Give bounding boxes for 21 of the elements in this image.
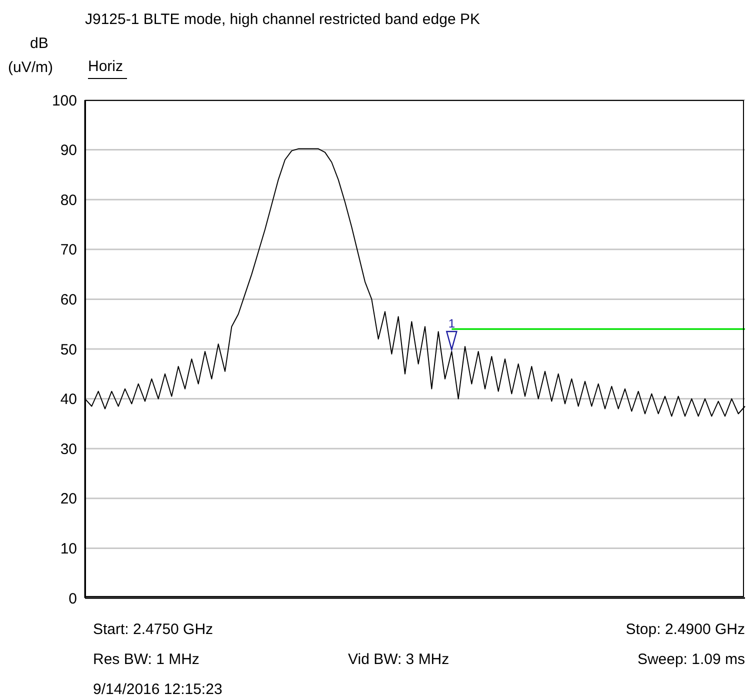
annotation: 1 xyxy=(448,316,456,330)
y-tick-label: 60 xyxy=(60,292,77,309)
y-tick-label: 20 xyxy=(60,490,77,508)
text: Sweep: 1.09 ms xyxy=(637,650,745,670)
y-tick-label: 80 xyxy=(60,192,77,209)
y-tick-label: 30 xyxy=(60,440,77,458)
chart-title: J9125-1 BLTE mode, high channel restricted band edge PK xyxy=(85,10,481,30)
text: 9/14/2016 12:15:23 xyxy=(93,680,222,695)
text: Stop: 2.4900 GHz xyxy=(626,620,745,640)
text: Start: 2.4750 GHz xyxy=(93,620,214,640)
y-tick-label: 50 xyxy=(60,341,77,358)
text: Res BW: 1 MHz xyxy=(93,650,200,670)
y-tick-label: 90 xyxy=(60,142,77,160)
y-tick-label: 10 xyxy=(60,540,77,558)
text: Vid BW: 3 MHz xyxy=(348,650,450,670)
chart-subtitle: Horiz xyxy=(88,56,128,79)
y-axis-title: dB (uV/m) xyxy=(8,34,53,78)
y-tick-label: 70 xyxy=(60,242,77,259)
y-tick-label: 100 xyxy=(52,92,77,110)
y-tick-label: 40 xyxy=(60,391,77,408)
y-tick-label: 0 xyxy=(68,590,77,608)
